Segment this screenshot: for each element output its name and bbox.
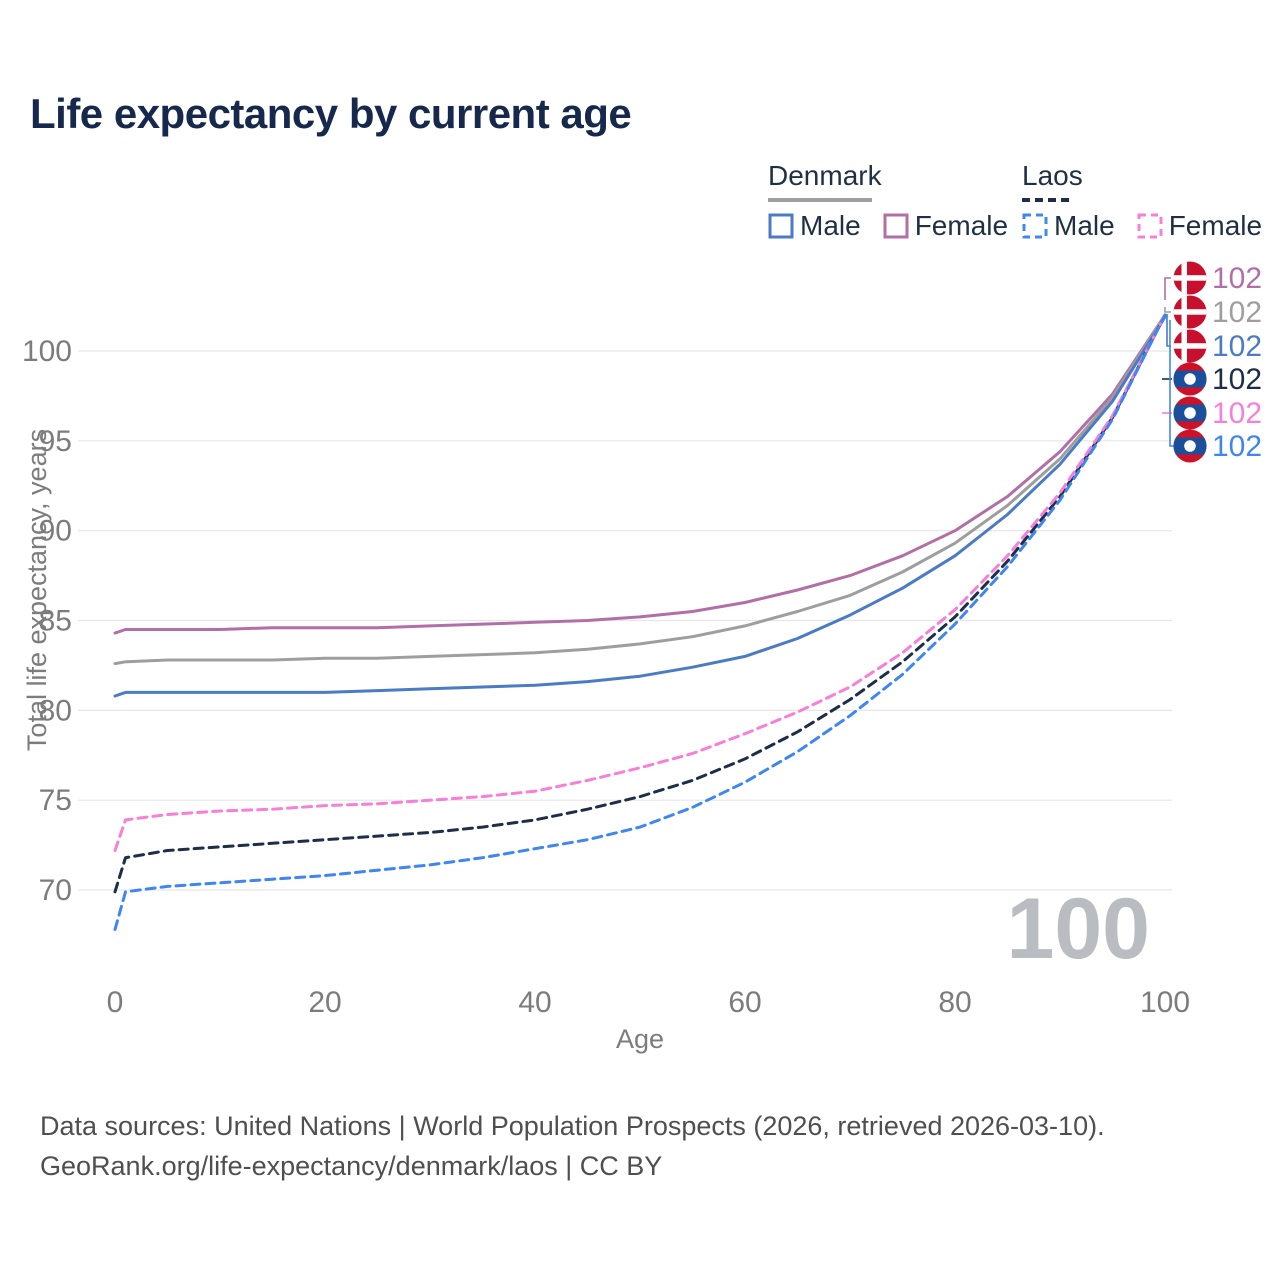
legend-group-denmark-label[interactable]: Denmark [768,160,882,191]
x-tick-label: 60 [728,986,761,1019]
x-tick-label: 20 [308,986,341,1019]
x-tick-label: 100 [1140,986,1190,1019]
end-label-value: 102 [1212,330,1262,363]
y-tick-label: 70 [39,874,72,907]
laos-flag-icon [1173,429,1207,463]
footer-attribution: Data sources: United Nations | World Pop… [40,1106,1105,1186]
data-source-text: Data sources: United Nations | World Pop… [40,1111,1105,1141]
end-label-row-denmark-female: 102 [1173,261,1262,295]
legend-item-laos-male[interactable]: Male [1022,210,1115,242]
end-label-row-denmark: 102 [1173,295,1262,329]
end-label-row-denmark-male: 102 [1173,329,1262,363]
end-label-row-laos: 102 [1173,362,1262,396]
end-label-row-laos-female: 102 [1173,396,1262,430]
legend-laos-line-sample [1022,198,1074,202]
legend-group-denmark: Denmark Male Female [768,160,1008,242]
denmark-male-swatch-icon [768,213,794,239]
x-tick-label: 40 [518,986,551,1019]
legend-item-label: Female [914,210,1009,241]
legend-item-denmark-female[interactable]: Female [883,210,1008,242]
y-tick-label: 80 [39,694,72,727]
legend-item-label: Male [800,210,861,241]
legend-item-label: Female [1168,210,1263,241]
denmark-flag-icon [1173,261,1207,295]
end-label-value: 102 [1212,430,1262,463]
end-label-connector [1164,307,1171,313]
source-url-text: GeoRank.org/life-expectancy/denmark/laos… [40,1151,663,1181]
end-label-connector [1164,277,1171,300]
x-tick-label: 0 [107,986,124,1019]
laos-flag-icon [1173,396,1207,430]
legend: Denmark Male Female Laos [0,160,1280,242]
end-label-value: 102 [1212,363,1262,396]
series-line-laos-female [113,313,1167,852]
end-label-row-laos-male: 102 [1173,429,1262,463]
denmark-flag-icon [1173,329,1207,363]
series-line-laos [113,313,1167,894]
legend-item-laos-female[interactable]: Female [1137,210,1262,242]
y-tick-label: 90 [39,515,72,548]
laos-male-swatch-icon [1022,213,1048,239]
series-line-denmark-male [113,315,1167,698]
legend-item-denmark-male[interactable]: Male [768,210,861,242]
denmark-female-swatch-icon [883,213,909,239]
end-label-value: 102 [1212,296,1262,329]
end-label-value: 102 [1212,262,1262,295]
y-tick-label: 95 [39,425,72,458]
series-line-laos-male [113,313,1167,931]
y-tick-label: 85 [39,605,72,638]
denmark-flag-icon [1173,295,1207,329]
y-axis-title: Total life expectancy, years [22,429,52,751]
legend-group-laos: Laos Male Female [1022,160,1262,242]
x-tick-label: 80 [938,986,971,1019]
legend-denmark-line-sample [768,198,872,202]
legend-group-laos-label[interactable]: Laos [1022,160,1083,191]
end-label-value: 102 [1212,397,1262,430]
laos-flag-icon [1173,362,1207,396]
legend-item-label: Male [1054,210,1115,241]
page-title: Life expectancy by current age [30,90,632,137]
y-tick-label: 75 [39,784,72,817]
y-tick-label: 100 [22,335,72,368]
watermark-age-indicator: 100 [1007,881,1151,977]
x-axis-title: Age [616,1024,664,1054]
series-line-denmark-female [113,313,1167,635]
laos-female-swatch-icon [1137,213,1163,239]
series-line-denmark [113,313,1167,666]
